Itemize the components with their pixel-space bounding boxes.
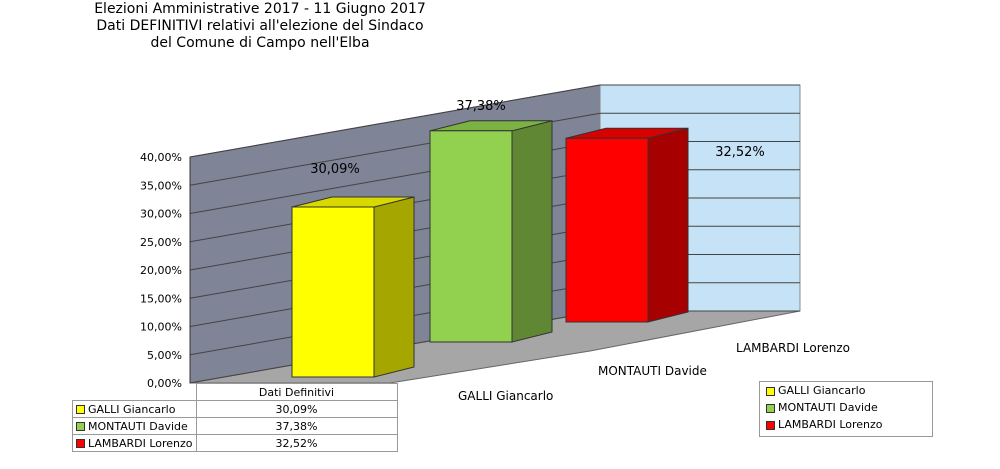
legend-item: GALLI Giancarlo bbox=[760, 382, 932, 399]
data-label: 30,09% bbox=[310, 162, 360, 177]
title-line-1: Elezioni Amministrative 2017 - 11 Giugno… bbox=[94, 1, 426, 17]
bar-side bbox=[647, 127, 689, 323]
table-header: Dati Definitivi bbox=[195, 383, 398, 401]
category-label: LAMBARDI Lorenzo bbox=[736, 341, 850, 355]
bar-0 bbox=[291, 196, 415, 378]
legend-key-montauti bbox=[76, 422, 85, 431]
legend-item: LAMBARDI Lorenzo bbox=[760, 416, 932, 433]
row-label: MONTAUTI Davide bbox=[88, 419, 188, 433]
y-tick-label: 10,00% bbox=[140, 321, 182, 334]
category-label: MONTAUTI Davide bbox=[598, 364, 707, 378]
data-label: 37,38% bbox=[456, 99, 506, 114]
data-label: 32,52% bbox=[715, 145, 765, 160]
legend-item: MONTAUTI Davide bbox=[760, 399, 932, 416]
table-row: GALLI Giancarlo 30,09% bbox=[72, 400, 398, 418]
category-label: GALLI Giancarlo bbox=[458, 389, 553, 403]
row-label: GALLI Giancarlo bbox=[88, 402, 176, 416]
bar-side bbox=[511, 120, 553, 343]
row-value: 32,52% bbox=[195, 434, 398, 452]
row-value: 30,09% bbox=[195, 400, 398, 418]
bar-front bbox=[291, 206, 375, 378]
row-label: LAMBARDI Lorenzo bbox=[88, 436, 193, 450]
legend-key-lambardi bbox=[76, 439, 85, 448]
y-tick-label: 15,00% bbox=[140, 292, 182, 305]
y-tick-label: 20,00% bbox=[140, 264, 182, 277]
legend-key-galli bbox=[76, 405, 85, 414]
title-line-2: Dati DEFINITIVI relativi all'elezione de… bbox=[96, 18, 424, 34]
bar-side bbox=[373, 196, 415, 378]
y-tick-label: 0,00% bbox=[147, 377, 182, 390]
gridline bbox=[189, 84, 800, 158]
table-row: LAMBARDI Lorenzo 32,52% bbox=[72, 434, 398, 452]
chart-title: Elezioni Amministrative 2017 - 11 Giugno… bbox=[50, 1, 470, 52]
bar-front bbox=[565, 137, 649, 323]
title-line-3: del Comune di Campo nell'Elba bbox=[150, 35, 370, 51]
y-tick-label: 35,00% bbox=[140, 179, 182, 192]
y-tick-label: 30,00% bbox=[140, 208, 182, 221]
bar-front bbox=[429, 130, 513, 343]
table-row: MONTAUTI Davide 37,38% bbox=[72, 417, 398, 435]
y-tick-label: 25,00% bbox=[140, 236, 182, 249]
data-table: Dati Definitivi GALLI Giancarlo 30,09% M… bbox=[72, 383, 398, 452]
bar-2 bbox=[565, 127, 689, 323]
y-tick-label: 5,00% bbox=[147, 349, 182, 362]
gridline bbox=[189, 112, 800, 186]
bar-1 bbox=[429, 120, 553, 343]
y-tick-label: 40,00% bbox=[140, 151, 182, 164]
legend: GALLI Giancarlo MONTAUTI Davide LAMBARDI… bbox=[759, 381, 933, 437]
row-value: 37,38% bbox=[195, 417, 398, 435]
